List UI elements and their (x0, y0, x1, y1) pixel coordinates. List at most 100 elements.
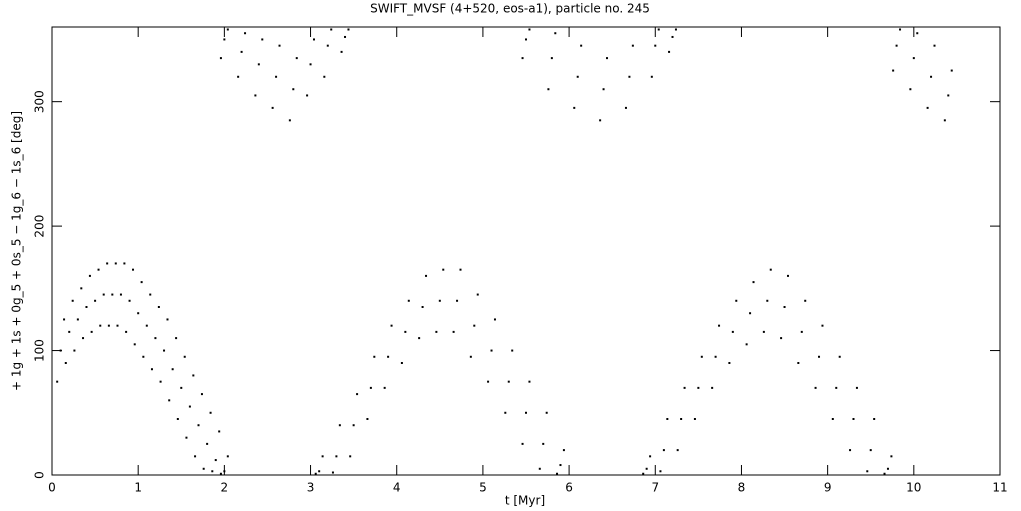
point (554, 32, 557, 35)
point (521, 442, 524, 445)
point (73, 349, 76, 352)
point (838, 355, 841, 358)
point (99, 324, 102, 327)
point (476, 293, 479, 296)
point (797, 362, 800, 364)
point (550, 57, 553, 60)
point (452, 330, 455, 333)
point (804, 299, 807, 302)
point (185, 436, 188, 439)
point (769, 268, 772, 271)
x-tick-label: 1 (134, 481, 142, 495)
point (223, 470, 226, 473)
point (218, 430, 221, 433)
x-tick-label: 8 (738, 481, 746, 495)
point (226, 455, 229, 458)
point (331, 471, 334, 474)
point (335, 455, 338, 458)
x-tick-label: 9 (824, 481, 832, 495)
point (668, 50, 671, 53)
point (835, 386, 838, 389)
point (916, 32, 919, 35)
point (895, 44, 898, 47)
point (330, 28, 333, 31)
point (650, 75, 653, 78)
point (671, 35, 674, 38)
point (728, 362, 731, 364)
point (602, 88, 605, 91)
point (206, 442, 209, 445)
point (180, 386, 183, 389)
point (538, 467, 541, 470)
point (257, 63, 260, 66)
point (107, 324, 110, 327)
point (666, 418, 669, 420)
point (254, 94, 257, 97)
point (933, 44, 936, 47)
point (711, 386, 714, 389)
point (114, 262, 117, 265)
point (473, 324, 476, 327)
point (576, 75, 579, 78)
point (525, 38, 527, 41)
point (657, 28, 660, 31)
point (352, 424, 355, 427)
point (132, 268, 135, 271)
point (873, 418, 876, 420)
point (683, 386, 686, 389)
point (943, 119, 946, 122)
point (950, 69, 953, 72)
point (731, 330, 734, 333)
point (642, 472, 645, 475)
point (63, 318, 66, 321)
point (456, 299, 459, 302)
point (140, 281, 143, 284)
x-tick-label: 7 (651, 481, 659, 495)
point (145, 324, 148, 327)
point (580, 44, 583, 47)
chart-title: SWIFT_MVSF (4+520, eos-a1), particle no.… (370, 2, 650, 16)
y-tick-label: 100 (33, 339, 47, 362)
point (899, 28, 902, 31)
point (814, 386, 817, 389)
y-tick-label: 200 (33, 215, 47, 238)
point (369, 386, 372, 389)
point (749, 312, 752, 315)
point (852, 418, 855, 420)
point (700, 355, 703, 358)
point (295, 57, 298, 60)
point (166, 318, 169, 321)
point (542, 442, 545, 445)
point (490, 349, 493, 352)
point (106, 262, 109, 265)
point (504, 411, 507, 414)
point (237, 75, 240, 78)
point (125, 330, 128, 333)
point (866, 470, 869, 473)
point (400, 362, 403, 364)
point (528, 28, 531, 31)
point (855, 386, 858, 389)
point (631, 44, 634, 47)
point (930, 75, 933, 78)
point (192, 374, 195, 377)
point (469, 355, 472, 358)
point (487, 380, 490, 383)
point (442, 268, 445, 271)
point (559, 464, 562, 467)
point (926, 106, 929, 109)
point (674, 28, 677, 31)
point (821, 324, 824, 327)
point (418, 337, 421, 340)
point (88, 274, 91, 277)
point (831, 418, 834, 420)
point (718, 324, 721, 327)
x-tick-label: 2 (221, 481, 229, 495)
point (404, 330, 407, 333)
point (175, 337, 178, 340)
point (211, 470, 214, 473)
point (390, 324, 393, 327)
point (511, 349, 514, 352)
point (309, 63, 312, 66)
point (194, 455, 197, 458)
